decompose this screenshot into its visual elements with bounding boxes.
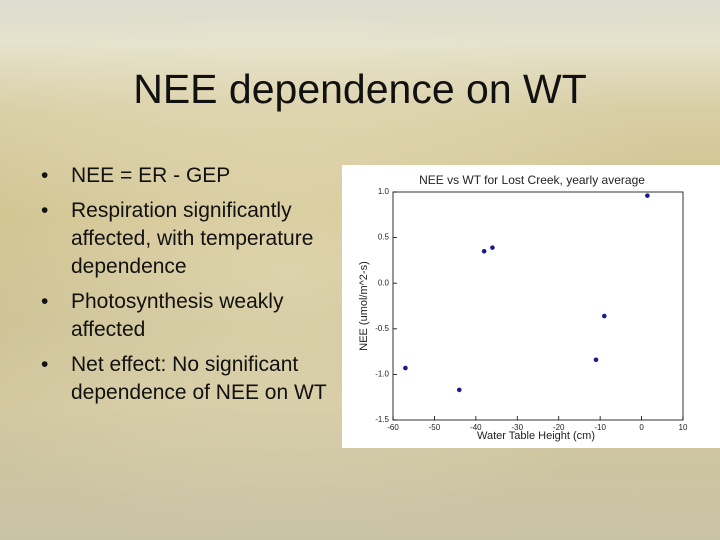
y-tick-label: -1.5 <box>375 415 389 424</box>
x-tick-label: -30 <box>512 423 524 432</box>
slide-title: NEE dependence on WT <box>133 66 587 112</box>
x-axis-label: Water Table Height (cm) <box>477 430 595 442</box>
y-tick-label: 0.0 <box>378 278 390 287</box>
y-tick-label: -1.0 <box>375 370 389 379</box>
chart-title: NEE vs WT for Lost Creek, yearly average <box>419 173 645 187</box>
bullet-list: NEE = ER - GEP Respiration significantly … <box>30 162 330 414</box>
x-tick-label: -60 <box>387 423 399 432</box>
bullet: NEE = ER - GEP <box>30 162 330 190</box>
y-tick-label: 1.0 <box>378 187 390 196</box>
y-tick-label: -0.5 <box>375 324 389 333</box>
point <box>456 387 462 393</box>
bullet: Net effect: No significant dependence of… <box>30 351 330 407</box>
y-axis-label: NEE (umol/m^2-s) <box>358 261 370 351</box>
bullet: Respiration significantly affected, with… <box>30 197 330 281</box>
point <box>490 245 495 250</box>
y-tick-label: 0.5 <box>378 233 390 242</box>
point <box>593 357 599 363</box>
x-tick-label: -20 <box>553 423 565 432</box>
point <box>403 365 408 371</box>
point <box>645 193 650 198</box>
bullet: Photosynthesis weakly affected <box>30 288 330 344</box>
point <box>481 248 487 254</box>
x-tick-label: 10 <box>679 423 688 432</box>
x-tick-label: 0 <box>639 423 644 432</box>
plot-frame <box>392 191 684 421</box>
x-tick-label: -50 <box>429 423 441 432</box>
x-tick-label: -40 <box>470 423 482 432</box>
point <box>601 313 607 319</box>
x-tick-label: -10 <box>594 423 606 432</box>
chart: NEE vs WT for Lost Creek, yearly average… <box>342 165 720 448</box>
